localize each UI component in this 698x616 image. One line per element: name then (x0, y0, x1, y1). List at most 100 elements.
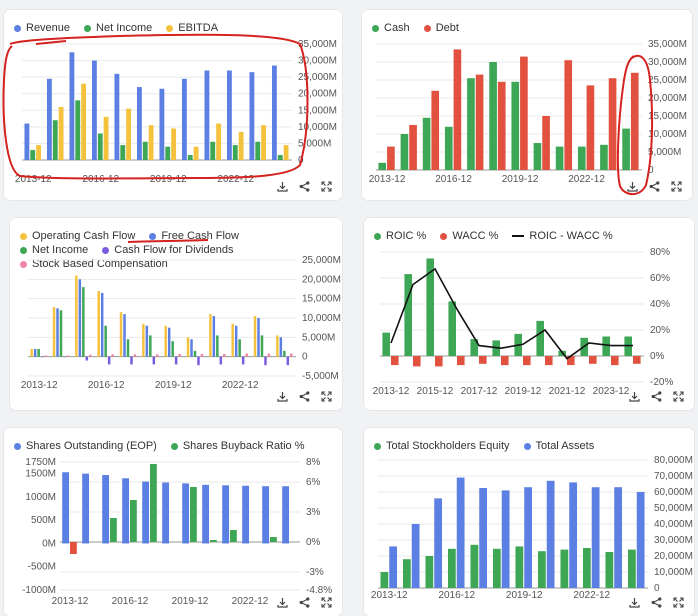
bar[interactable] (111, 354, 114, 357)
bar[interactable] (569, 482, 578, 588)
bar[interactable] (82, 287, 85, 357)
bar[interactable] (171, 341, 174, 357)
bar[interactable] (402, 559, 411, 588)
bar[interactable] (567, 356, 575, 366)
bar[interactable] (524, 487, 533, 588)
bar[interactable] (261, 125, 267, 160)
bar[interactable] (152, 356, 156, 365)
bar[interactable] (453, 49, 462, 170)
bar[interactable] (537, 551, 546, 588)
bar[interactable] (156, 354, 159, 357)
bar[interactable] (202, 484, 209, 544)
bar[interactable] (103, 116, 109, 160)
bar[interactable] (413, 356, 421, 367)
bar[interactable] (276, 335, 279, 357)
bar[interactable] (602, 336, 610, 357)
bar[interactable] (145, 325, 149, 357)
bar[interactable] (515, 546, 524, 588)
bar[interactable] (511, 81, 520, 170)
bar[interactable] (75, 275, 78, 357)
bar[interactable] (241, 356, 245, 365)
bar[interactable] (197, 356, 200, 366)
bar[interactable] (589, 356, 597, 364)
download-icon[interactable] (276, 390, 288, 402)
bar[interactable] (210, 141, 216, 160)
bar[interactable] (114, 73, 120, 160)
bar[interactable] (523, 356, 531, 366)
bar[interactable] (174, 356, 178, 365)
bar[interactable] (234, 325, 238, 357)
expand-icon[interactable] (672, 390, 684, 402)
expand-icon[interactable] (320, 180, 332, 192)
bar[interactable] (82, 473, 89, 544)
bar[interactable] (210, 540, 217, 542)
download-icon[interactable] (276, 180, 288, 192)
bar[interactable] (133, 354, 137, 357)
bar[interactable] (448, 301, 456, 356)
bar[interactable] (391, 356, 399, 366)
bar[interactable] (282, 486, 289, 544)
bar[interactable] (435, 356, 443, 367)
legend-item[interactable]: Net Income (20, 244, 88, 256)
bar[interactable] (142, 141, 148, 160)
bar[interactable] (489, 62, 497, 170)
bar[interactable] (245, 353, 248, 357)
expand-icon[interactable] (670, 180, 682, 192)
bar[interactable] (62, 472, 69, 544)
bar[interactable] (267, 353, 271, 357)
bar[interactable] (223, 353, 226, 357)
expand-icon[interactable] (320, 390, 332, 402)
legend-item[interactable]: Total Assets (523, 440, 594, 452)
bar[interactable] (122, 478, 129, 544)
bar[interactable] (119, 312, 123, 357)
bar[interactable] (586, 85, 595, 170)
bar[interactable] (219, 356, 223, 365)
bar[interactable] (159, 88, 165, 160)
legend-item[interactable]: Cash Flow for Dividends (102, 244, 233, 256)
legend-item[interactable]: Total Stockholders Equity (374, 440, 510, 452)
bar[interactable] (467, 78, 475, 170)
bar[interactable] (270, 537, 277, 542)
bar[interactable] (470, 544, 479, 588)
bar[interactable] (257, 318, 260, 357)
bar[interactable] (89, 354, 92, 357)
bar[interactable] (434, 498, 443, 588)
bar[interactable] (171, 128, 177, 160)
bar[interactable] (611, 356, 619, 366)
bar[interactable] (378, 162, 387, 170)
bar[interactable] (97, 133, 103, 160)
bar[interactable] (501, 490, 510, 588)
bar[interactable] (107, 356, 111, 365)
bar[interactable] (533, 143, 542, 170)
legend-item[interactable]: Shares Outstanding (EOP) (14, 440, 157, 452)
bar[interactable] (447, 548, 456, 588)
bar[interactable] (404, 274, 412, 356)
share-icon[interactable] (650, 596, 662, 608)
bar[interactable] (457, 356, 465, 366)
download-icon[interactable] (276, 596, 288, 608)
bar[interactable] (75, 100, 81, 160)
bar[interactable] (255, 141, 261, 160)
bar[interactable] (387, 146, 395, 170)
bar[interactable] (104, 325, 107, 357)
bar[interactable] (627, 549, 636, 588)
bar[interactable] (290, 353, 293, 357)
bar[interactable] (577, 146, 586, 170)
bar[interactable] (456, 477, 465, 588)
bar[interactable] (545, 356, 553, 366)
legend-item[interactable]: Free Cash Flow (149, 230, 239, 242)
share-icon[interactable] (298, 390, 310, 402)
legend-item[interactable]: Debt (423, 22, 459, 34)
bar[interactable] (33, 348, 37, 357)
bar[interactable] (182, 483, 189, 544)
bar[interactable] (204, 70, 210, 160)
bar[interactable] (283, 350, 286, 357)
share-icon[interactable] (298, 180, 310, 192)
bar[interactable] (136, 87, 142, 160)
share-icon[interactable] (650, 390, 662, 402)
bar[interactable] (66, 355, 70, 357)
bar[interactable] (36, 145, 42, 160)
legend-item[interactable]: EBITDA (166, 22, 218, 34)
bar[interactable] (542, 116, 550, 170)
bar[interactable] (279, 337, 283, 357)
